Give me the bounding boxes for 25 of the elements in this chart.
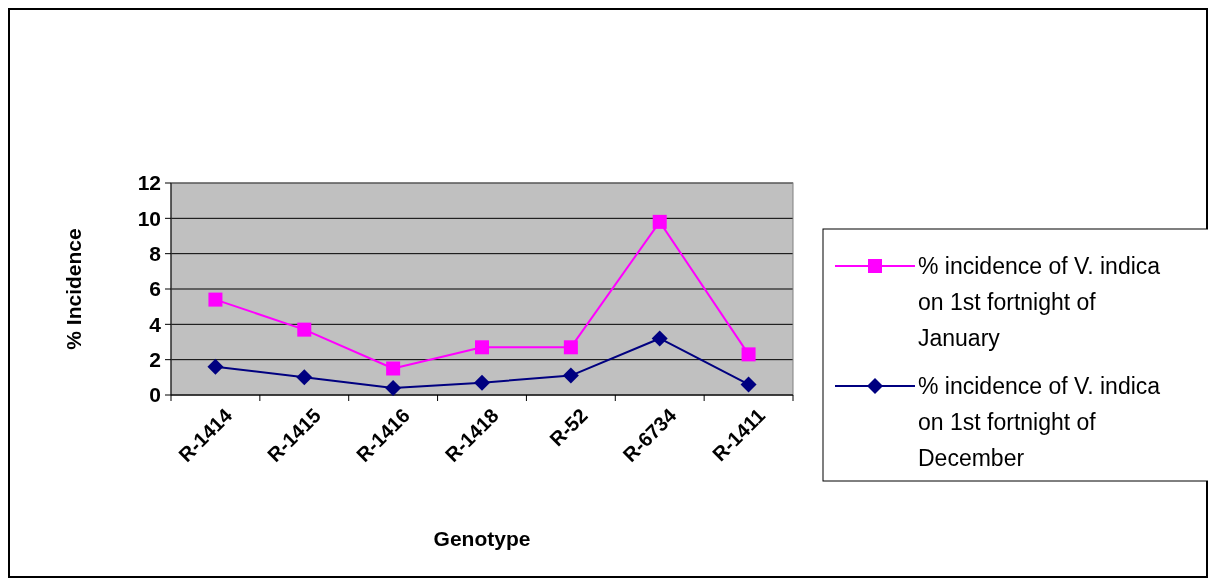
y-tick-label: 2 — [149, 348, 161, 372]
point — [296, 369, 313, 386]
point — [385, 379, 402, 396]
point — [386, 361, 401, 376]
y-tick-label: 12 — [137, 171, 161, 195]
legend-label: % incidence of V. indica on 1st fortnight of December — [918, 373, 1161, 472]
point — [562, 367, 579, 384]
y-tick-label: 10 — [137, 206, 161, 230]
point — [563, 340, 578, 355]
point — [474, 374, 490, 391]
point — [475, 340, 489, 355]
point — [297, 322, 312, 337]
y-tick-label: 8 — [149, 242, 162, 266]
y-axis-title: % Incidence — [62, 228, 85, 350]
x-axis-title: Genotype — [433, 527, 531, 550]
point — [207, 358, 224, 375]
point — [652, 214, 667, 229]
point — [651, 330, 668, 347]
y-tick-label: 6 — [149, 277, 161, 301]
point — [740, 376, 757, 393]
y-tick-label: 4 — [149, 312, 162, 336]
legend-label: % incidence of V. indica on 1st fortnight of January — [918, 253, 1161, 352]
point — [741, 347, 756, 362]
point — [208, 292, 223, 307]
y-tick-label: 0 — [149, 383, 161, 407]
